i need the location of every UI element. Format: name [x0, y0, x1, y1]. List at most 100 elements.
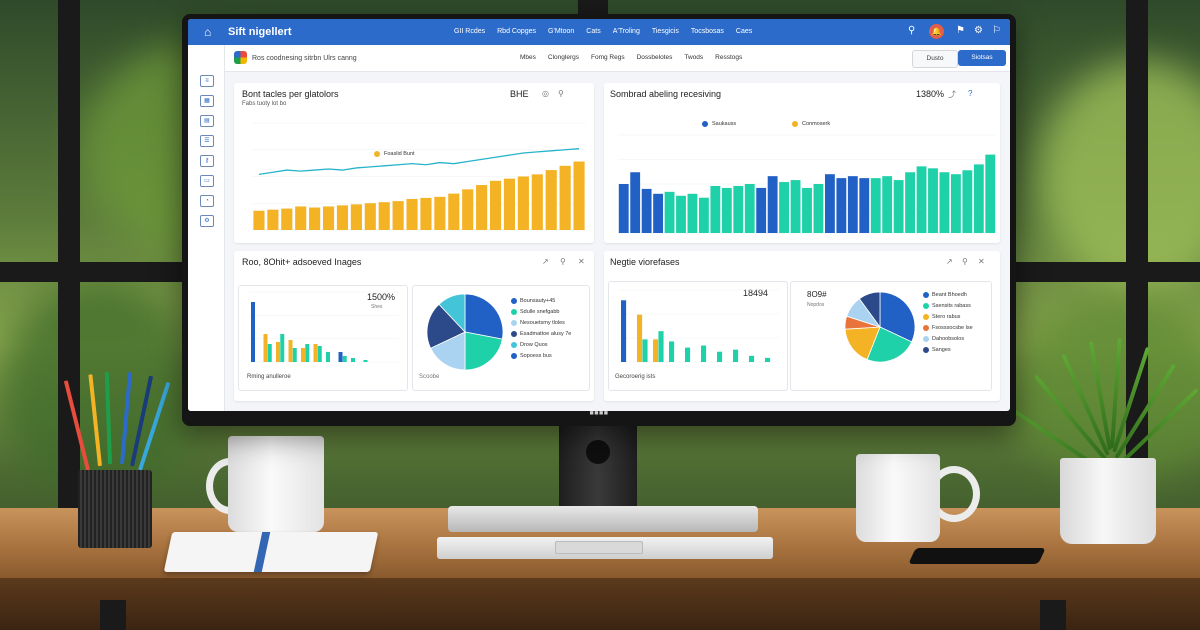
- bar: [503, 178, 516, 230]
- legend-dot: [511, 320, 517, 326]
- settings-icon[interactable]: ⚙: [200, 215, 214, 227]
- bar: [698, 197, 709, 233]
- list-icon[interactable]: ☰: [200, 135, 214, 147]
- nav-link[interactable]: Tocsbosas: [690, 28, 724, 35]
- help-icon[interactable]: ?: [968, 89, 973, 98]
- close-icon[interactable]: ✕: [978, 257, 985, 266]
- nav-link[interactable]: Tiesgicis: [651, 28, 679, 35]
- pie-icon[interactable]: ◔: [200, 195, 214, 207]
- sidebar: ≡ ▦ ▤ ☰ ⚷ ▭ ◔ ⚙: [188, 45, 225, 411]
- trackpad: [555, 541, 643, 554]
- bar: [653, 193, 664, 233]
- legend-label: Esadmattoe alusy 7e: [520, 331, 572, 337]
- bar: [928, 168, 938, 233]
- bar-chart: [619, 289, 779, 363]
- nav-link[interactable]: G'Mtoon: [548, 28, 575, 35]
- pie-subvalue: Nopdos: [807, 302, 825, 308]
- card-subvalue: Shes: [371, 304, 383, 310]
- home-icon[interactable]: ⌂: [204, 25, 212, 39]
- bar: [351, 358, 355, 362]
- bar: [253, 210, 265, 230]
- pie-value: 8O9#: [807, 290, 827, 299]
- bar: [733, 185, 744, 233]
- card-value: 18494: [743, 288, 769, 298]
- bar: [882, 176, 893, 233]
- legend-label: Drow Quos: [520, 342, 548, 348]
- filter-item[interactable]: Fomg Regs: [590, 54, 625, 61]
- bar: [313, 344, 318, 362]
- legend-dot: [923, 303, 929, 309]
- bar: [336, 205, 349, 230]
- filter-item[interactable]: Twods: [684, 54, 704, 61]
- bar: [350, 204, 362, 230]
- card-value: 1500%: [367, 292, 396, 302]
- legend-dot: [702, 121, 708, 127]
- menu-icon[interactable]: ≡: [200, 75, 214, 87]
- bar: [292, 348, 297, 362]
- flag-icon[interactable]: ⚑: [956, 25, 965, 36]
- bar: [836, 178, 847, 233]
- legend-label: Fsosssocsbe lse: [932, 325, 973, 331]
- filter-item[interactable]: Clonglergs: [547, 54, 579, 61]
- share-icon[interactable]: ⤴: [948, 90, 956, 99]
- filter-icon[interactable]: ⚲: [560, 257, 566, 266]
- bar: [317, 346, 322, 362]
- bell-icon[interactable]: ⚐: [992, 25, 1001, 36]
- bar: [658, 331, 664, 362]
- filter-item[interactable]: Mbes: [520, 54, 536, 61]
- primary-button[interactable]: Siotsas: [958, 50, 1006, 66]
- legend-dot: [923, 292, 929, 298]
- expand-icon[interactable]: ↗: [946, 257, 953, 266]
- notification-icon[interactable]: 🔔: [929, 24, 944, 39]
- pie-slice: [464, 331, 503, 371]
- app-title: Sift nigellert: [228, 26, 292, 38]
- pie-slice: [844, 326, 881, 361]
- info-icon[interactable]: ◎: [542, 89, 549, 98]
- pie-chart: [844, 291, 916, 363]
- user-icon[interactable]: ⚲: [908, 25, 916, 36]
- bar: [462, 189, 474, 230]
- legend-dot: [923, 325, 929, 331]
- legend-dot: [923, 336, 929, 342]
- bar: [267, 344, 272, 362]
- nav-link[interactable]: Caes: [735, 28, 753, 35]
- bar: [517, 176, 529, 230]
- secondary-button[interactable]: Dusto: [912, 50, 958, 68]
- bar: [363, 360, 368, 362]
- bar: [765, 357, 771, 362]
- bar: [364, 203, 376, 230]
- legend-dot: [923, 347, 929, 353]
- toolbar-subtitle: Ros coodnesing sitrbn Ulrs canng: [252, 55, 357, 62]
- chart-icon[interactable]: ▤: [200, 115, 214, 127]
- bar: [749, 355, 755, 362]
- bar-card: 18494 Gecoroerig ists: [608, 281, 788, 391]
- bar: [824, 174, 835, 233]
- settings-icon[interactable]: ⚙: [974, 25, 983, 36]
- panel-bottom-right: Negtie viorefases ↗ ⚲ ✕ 18494 Gecoroerig…: [604, 251, 1000, 401]
- close-icon[interactable]: ✕: [578, 257, 585, 266]
- bar-chart: [249, 291, 399, 363]
- filter-icon[interactable]: ⚲: [962, 257, 968, 266]
- pin-icon[interactable]: ⚲: [558, 89, 564, 98]
- bar: [685, 347, 691, 362]
- filter-item[interactable]: Dossbelotes: [636, 54, 673, 61]
- grid-icon[interactable]: ▦: [200, 95, 214, 107]
- pie-slice: [879, 291, 916, 343]
- bar: [392, 201, 404, 230]
- legend-label: Bounsauty+45: [520, 298, 556, 304]
- filter-item[interactable]: Resstogs: [715, 54, 743, 61]
- nav-link[interactable]: Rbd Copges: [497, 28, 537, 35]
- legend-dot: [511, 342, 517, 348]
- bar: [267, 209, 279, 230]
- legend-label: Nesouetsmy tloles: [520, 320, 565, 326]
- nav-link[interactable]: A'Troling: [612, 28, 640, 35]
- expand-icon[interactable]: ↗: [542, 257, 549, 266]
- trend-line: [258, 148, 580, 176]
- lock-icon[interactable]: ⚷: [200, 155, 214, 167]
- bar: [717, 351, 723, 362]
- nav-link[interactable]: GII Rcdes: [454, 28, 486, 35]
- bar: [618, 184, 629, 233]
- panel-title: Sombrad abeling recesiving: [610, 89, 722, 99]
- nav-link[interactable]: Cats: [586, 28, 601, 35]
- doc-icon[interactable]: ▭: [200, 175, 214, 187]
